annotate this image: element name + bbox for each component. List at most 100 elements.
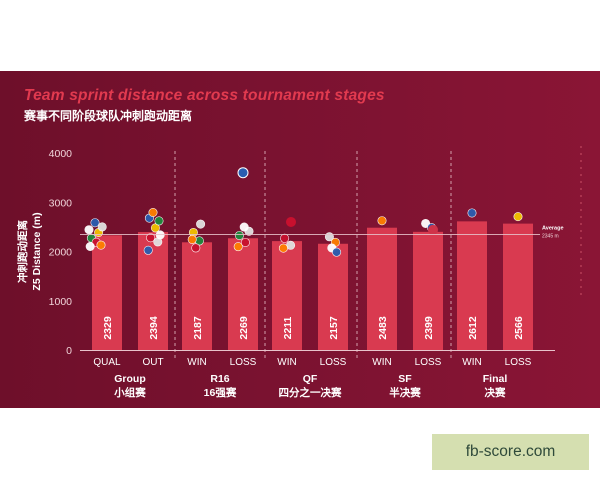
team-flag-marker <box>234 230 244 240</box>
team-flag-marker <box>377 216 387 226</box>
decor-dot <box>580 216 582 218</box>
decor-dot <box>580 230 582 232</box>
group-label-cn: 决赛 <box>485 386 506 399</box>
accent-marker <box>428 224 438 235</box>
y-axis-label-cn: 冲刺跑动距离 <box>16 220 29 283</box>
bar <box>272 241 302 350</box>
team-flag-marker <box>467 208 477 218</box>
team-flag-marker <box>84 225 94 235</box>
team-flag-marker <box>85 241 95 251</box>
bar-value-label: 2612 <box>467 316 479 340</box>
decor-dot <box>580 286 582 288</box>
decor-dot <box>580 160 582 162</box>
decor-dot <box>580 244 582 246</box>
bar <box>182 242 212 350</box>
y-tick-label: 1000 <box>49 296 73 308</box>
group-label-cn: 四分之一决赛 <box>279 386 342 399</box>
team-flag-marker <box>187 234 197 244</box>
bar-value-label: 2269 <box>238 316 250 340</box>
team-flag-marker <box>513 212 523 222</box>
group-label-cn: 半决赛 <box>389 386 421 399</box>
bar <box>92 235 122 350</box>
bar <box>228 238 258 350</box>
bar-value-label: 2394 <box>148 316 160 340</box>
decor-dot <box>580 202 582 204</box>
decor-dot <box>580 195 582 197</box>
decor-dot <box>580 188 582 190</box>
bar-value-label: 2483 <box>377 316 389 340</box>
group-label: Group <box>114 373 146 385</box>
outlier-marker <box>237 167 249 179</box>
x-tick-label: WIN <box>372 357 391 368</box>
average-label: Average <box>542 226 564 232</box>
bar <box>318 243 348 350</box>
x-tick-label: WIN <box>462 357 481 368</box>
team-flag-marker <box>191 243 201 253</box>
y-tick-label: 2000 <box>49 247 73 259</box>
chart-title: Team sprint distance across tournament s… <box>24 87 385 104</box>
decor-dot <box>580 146 582 148</box>
group-label: Final <box>483 373 508 385</box>
decor-dot <box>580 237 582 239</box>
team-flag-marker <box>150 223 160 233</box>
chart-subtitle: 赛事不同阶段球队冲刺跑动距离 <box>24 109 193 123</box>
decor-dot <box>580 265 582 267</box>
decor-dot <box>580 272 582 274</box>
bar-value-label: 2399 <box>423 316 435 340</box>
decor-dot <box>580 223 582 225</box>
bar-value-label: 2566 <box>513 316 525 340</box>
x-tick-label: LOSS <box>230 357 257 368</box>
decor-dot <box>580 167 582 169</box>
decor-dot <box>580 174 582 176</box>
bar-chart: 0 1000 2000 3000 4000 冲刺跑动距离 Z5 Distance (m) 23… <box>16 148 564 399</box>
team-flag-marker <box>196 219 206 229</box>
bar <box>138 232 168 350</box>
group-label: QF <box>303 373 318 385</box>
chart-panel: Team sprint distance across tournament s… <box>0 71 600 408</box>
x-tick-label: WIN <box>187 357 206 368</box>
team-flag-marker <box>332 247 342 257</box>
group-label-cn: 小组赛 <box>113 386 146 399</box>
bar-value-label: 2187 <box>192 316 204 340</box>
bar <box>503 223 533 350</box>
x-tick-label: LOSS <box>415 357 442 368</box>
y-tick-label: 3000 <box>49 197 73 209</box>
y-tick-label: 0 <box>66 345 72 357</box>
group-label-cn: 16强赛 <box>204 386 237 399</box>
team-flag-marker <box>280 233 290 243</box>
bar-value-label: 2211 <box>282 316 294 339</box>
team-flag-marker <box>148 207 158 217</box>
decor-dot <box>580 251 582 253</box>
team-flag-marker <box>97 222 107 232</box>
team-flag-marker <box>96 240 106 250</box>
bar <box>457 221 487 350</box>
team-flag-marker <box>143 245 153 255</box>
decor-dot <box>580 209 582 211</box>
team-flag-marker <box>278 243 288 253</box>
average-value: 2345 m <box>542 234 559 240</box>
bar-value-label: 2157 <box>328 316 340 340</box>
decor-dot <box>580 181 582 183</box>
team-flag-marker <box>90 218 100 228</box>
y-axis-label: Z5 Distance (m) <box>31 212 43 290</box>
bar-value-label: 2329 <box>102 316 114 340</box>
watermark: fb-score.com <box>432 434 589 470</box>
x-tick-label: WIN <box>277 357 296 368</box>
bar <box>413 231 443 350</box>
bar <box>367 227 397 350</box>
decor-dot <box>580 293 582 295</box>
x-tick-label: LOSS <box>505 357 532 368</box>
x-tick-label: OUT <box>142 357 163 368</box>
team-flag-marker <box>154 216 164 226</box>
decor-dot <box>580 153 582 155</box>
y-tick-label: 4000 <box>49 148 73 160</box>
decorative-dots <box>574 141 588 300</box>
group-label: R16 <box>210 373 229 385</box>
team-flag-marker <box>233 242 243 252</box>
team-flag-marker <box>240 237 250 247</box>
group-label: SF <box>398 373 412 385</box>
x-tick-label: QUAL <box>93 357 121 368</box>
decor-dot <box>580 258 582 260</box>
team-flag-marker <box>146 233 156 243</box>
team-flag-marker <box>239 222 249 232</box>
